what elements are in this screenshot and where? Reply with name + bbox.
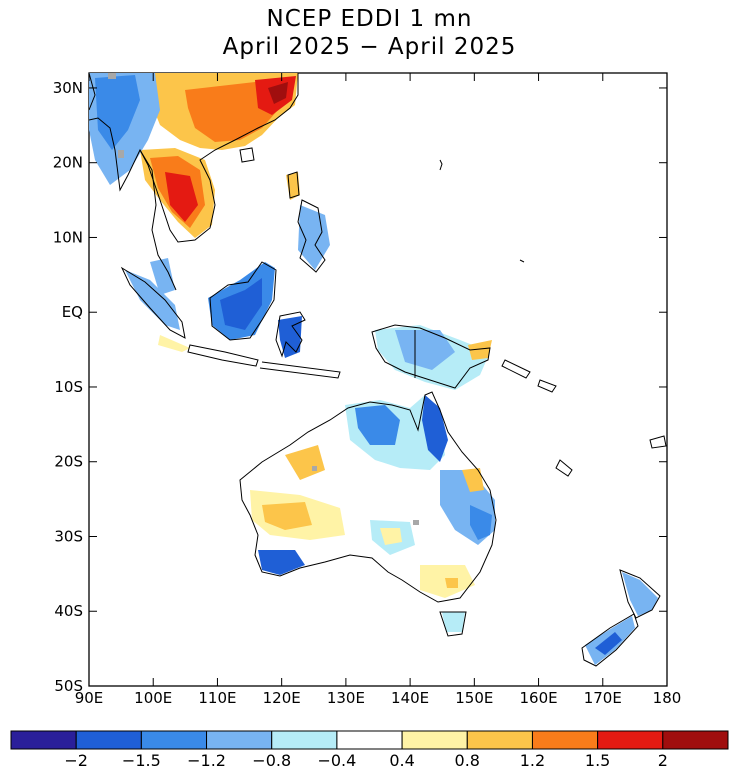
lon-tick-label: 170E (584, 689, 622, 707)
lon-tick-label: 150E (455, 689, 493, 707)
shaded-field (89, 73, 658, 665)
lon-tick-label: 160E (520, 689, 558, 707)
region-new-guinea-east (468, 340, 492, 360)
region-myanmar-core (95, 75, 140, 150)
lon-tick-label: 140E (391, 689, 429, 707)
colorbar-tick-label: 2 (658, 751, 668, 770)
coastlines (88, 72, 667, 667)
lon-tick-label: 110E (198, 689, 236, 707)
lon-tick-label: 130E (327, 689, 365, 707)
colorbar-tick-label: 1.2 (520, 751, 545, 770)
missing-data-cell (118, 150, 124, 158)
missing-data-cell (108, 73, 116, 79)
lat-tick-label: 20N (53, 154, 83, 172)
region-philippines (298, 205, 330, 270)
lon-tick-label: 90E (75, 689, 104, 707)
region-new-guinea-core (395, 330, 455, 370)
colorbar-tick-label: −0.8 (252, 751, 291, 770)
missing-data-cell (312, 466, 317, 471)
lon-tick-label: 120E (263, 689, 301, 707)
colorbar-swatch (271, 730, 338, 750)
region-guangdong-core (268, 82, 288, 104)
lat-tick-label: EQ (62, 303, 83, 321)
colorbar-tick-label: −1.5 (122, 751, 161, 770)
colorbar-swatch (401, 730, 468, 750)
colorbar-swatch (531, 730, 599, 750)
region-borneo-core (220, 278, 262, 330)
colorbar-tick-label: −2 (64, 751, 88, 770)
map-title: NCEP EDDI 1 mn (266, 6, 473, 32)
missing-data-cell (413, 520, 419, 525)
lat-tick-label: 30N (53, 79, 83, 97)
colorbar-tick-label: 0.8 (455, 751, 480, 770)
colorbar-swatch (75, 730, 142, 750)
lat-tick-label: 30S (54, 527, 83, 545)
colorbar-tick-label: −0.4 (317, 751, 356, 770)
region-wa-core (262, 502, 312, 530)
colorbar-swatch (10, 730, 77, 750)
region-brisbane (462, 468, 484, 492)
lon-tick-label: 100E (134, 689, 172, 707)
region-thailand-core (165, 172, 198, 222)
lat-tick-label: 40S (54, 602, 83, 620)
region-nz-north (622, 572, 658, 616)
latitude-axis: 30N 20N 10N EQ 10S 20S 30S 40S 50S (53, 79, 667, 695)
lat-tick-label: 50S (54, 677, 83, 695)
region-wa-south (258, 550, 305, 575)
lat-tick-label: 10N (53, 228, 83, 246)
region-pilbara (285, 445, 325, 480)
map-subtitle: April 2025 − April 2025 (222, 34, 517, 60)
region-cape-york (422, 395, 448, 462)
region-sumatra (125, 270, 180, 330)
lon-tick-label: 180 (653, 689, 682, 707)
region-sa-core (380, 528, 402, 545)
colorbar-swatch (466, 730, 533, 750)
lat-tick-label: 10S (54, 378, 83, 396)
longitude-axis: 90E 100E 110E 120E 130E 140E 150E 160E 170E 180 (75, 73, 682, 707)
region-east-australia-core (470, 505, 492, 540)
region-tasmania (442, 612, 465, 632)
lat-tick-label: 20S (54, 453, 83, 471)
colorbar-swatch (140, 730, 208, 750)
colorbar-swatch (206, 730, 273, 750)
colorbar-tick-label: 0.4 (389, 751, 414, 770)
region-java-e (158, 335, 190, 352)
colorbar-tick-label: 1.5 (585, 751, 610, 770)
colorbar-swatch (662, 730, 729, 750)
colorbar: −2 −1.5 −1.2 −0.8 −0.4 0.4 0.8 1.2 1.5 2 (10, 730, 729, 770)
colorbar-swatch (336, 730, 403, 750)
region-australia-north-core (355, 405, 400, 445)
region-malaya (150, 258, 175, 295)
colorbar-swatch (597, 730, 664, 750)
region-victoria-core (445, 578, 458, 588)
colorbar-tick-label: −1.2 (187, 751, 226, 770)
region-nz-south-core (595, 632, 622, 655)
